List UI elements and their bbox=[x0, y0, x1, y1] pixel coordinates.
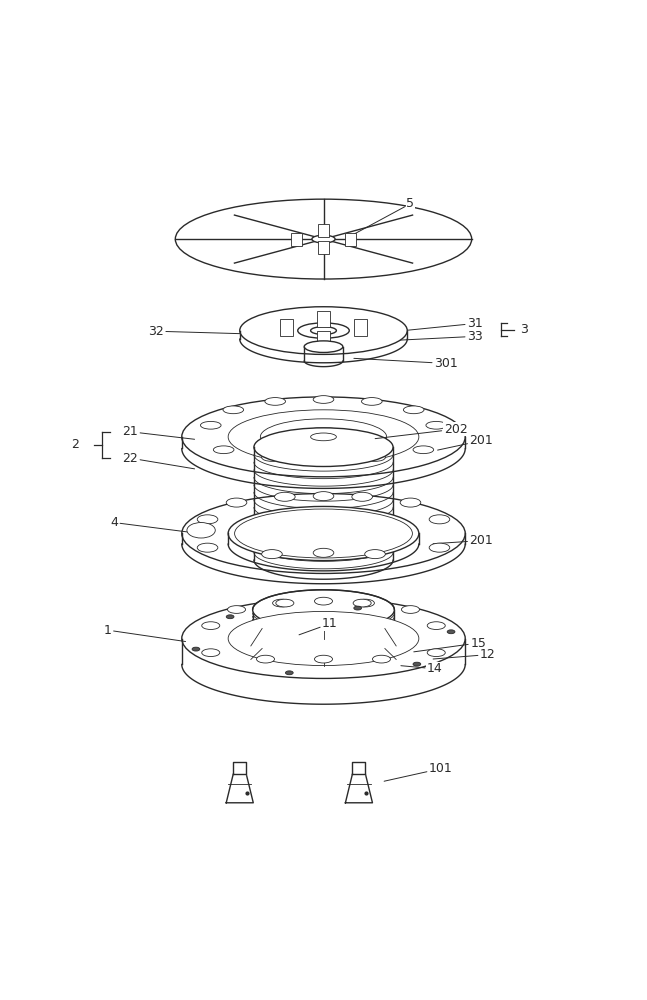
Ellipse shape bbox=[353, 599, 371, 607]
Ellipse shape bbox=[403, 406, 424, 414]
Bar bbox=[318, 224, 329, 237]
Polygon shape bbox=[226, 774, 253, 803]
Text: 12: 12 bbox=[433, 648, 496, 661]
Ellipse shape bbox=[354, 606, 362, 610]
Ellipse shape bbox=[429, 515, 450, 524]
Ellipse shape bbox=[260, 419, 387, 455]
Text: 21: 21 bbox=[122, 425, 195, 439]
Text: 33: 33 bbox=[399, 330, 483, 343]
Ellipse shape bbox=[226, 615, 234, 619]
Ellipse shape bbox=[313, 548, 334, 557]
Ellipse shape bbox=[313, 492, 334, 501]
Ellipse shape bbox=[261, 550, 282, 559]
Text: 202: 202 bbox=[375, 423, 467, 439]
Text: 201: 201 bbox=[437, 434, 493, 450]
Ellipse shape bbox=[201, 421, 221, 429]
Ellipse shape bbox=[362, 398, 382, 405]
Ellipse shape bbox=[304, 341, 343, 352]
Ellipse shape bbox=[274, 492, 295, 501]
Ellipse shape bbox=[187, 523, 215, 538]
Ellipse shape bbox=[298, 323, 349, 338]
Ellipse shape bbox=[192, 647, 200, 651]
Ellipse shape bbox=[413, 662, 421, 666]
Ellipse shape bbox=[356, 599, 375, 607]
Ellipse shape bbox=[352, 492, 373, 501]
Ellipse shape bbox=[365, 550, 386, 559]
Ellipse shape bbox=[413, 446, 433, 454]
Text: 14: 14 bbox=[401, 662, 443, 675]
Ellipse shape bbox=[252, 590, 395, 630]
Ellipse shape bbox=[314, 597, 333, 605]
Ellipse shape bbox=[252, 619, 395, 658]
Ellipse shape bbox=[240, 307, 407, 354]
Ellipse shape bbox=[223, 406, 244, 414]
Ellipse shape bbox=[313, 456, 334, 463]
Text: 22: 22 bbox=[122, 452, 195, 469]
Ellipse shape bbox=[235, 509, 412, 558]
Text: 201: 201 bbox=[433, 534, 493, 547]
Ellipse shape bbox=[254, 428, 393, 467]
Ellipse shape bbox=[202, 649, 220, 657]
Ellipse shape bbox=[400, 498, 421, 507]
Polygon shape bbox=[345, 774, 373, 803]
Text: 15: 15 bbox=[414, 637, 486, 652]
Ellipse shape bbox=[426, 421, 446, 429]
Text: 5: 5 bbox=[347, 197, 415, 238]
Ellipse shape bbox=[429, 543, 450, 552]
Ellipse shape bbox=[228, 506, 419, 561]
Ellipse shape bbox=[285, 671, 293, 675]
Ellipse shape bbox=[228, 606, 246, 613]
Bar bbox=[317, 311, 330, 327]
Ellipse shape bbox=[311, 433, 336, 441]
Ellipse shape bbox=[276, 599, 294, 607]
Bar bbox=[318, 241, 329, 254]
Ellipse shape bbox=[182, 599, 465, 678]
Ellipse shape bbox=[197, 515, 218, 524]
Text: 101: 101 bbox=[384, 762, 453, 781]
Ellipse shape bbox=[256, 655, 274, 663]
Bar bbox=[345, 233, 356, 246]
Bar bbox=[355, 319, 367, 336]
Ellipse shape bbox=[314, 655, 333, 663]
Ellipse shape bbox=[197, 543, 218, 552]
Text: 1: 1 bbox=[104, 624, 186, 642]
Ellipse shape bbox=[228, 410, 419, 464]
Text: 31: 31 bbox=[399, 317, 483, 331]
Text: 32: 32 bbox=[148, 325, 243, 338]
Ellipse shape bbox=[265, 398, 285, 405]
Ellipse shape bbox=[202, 622, 220, 629]
Text: 4: 4 bbox=[110, 516, 188, 532]
Ellipse shape bbox=[182, 397, 465, 477]
Ellipse shape bbox=[292, 428, 355, 446]
Ellipse shape bbox=[447, 630, 455, 634]
Bar bbox=[317, 331, 330, 343]
Polygon shape bbox=[234, 762, 247, 774]
Ellipse shape bbox=[427, 649, 445, 657]
Ellipse shape bbox=[401, 606, 419, 613]
Bar bbox=[280, 319, 292, 336]
Text: 301: 301 bbox=[354, 357, 458, 370]
Ellipse shape bbox=[313, 396, 334, 403]
Ellipse shape bbox=[312, 235, 335, 243]
Ellipse shape bbox=[272, 599, 291, 607]
Ellipse shape bbox=[182, 494, 465, 573]
Ellipse shape bbox=[373, 655, 391, 663]
Ellipse shape bbox=[228, 611, 419, 666]
Polygon shape bbox=[353, 762, 366, 774]
Ellipse shape bbox=[311, 327, 336, 334]
Ellipse shape bbox=[226, 498, 247, 507]
Text: 3: 3 bbox=[520, 323, 528, 336]
Ellipse shape bbox=[175, 199, 472, 279]
Bar bbox=[291, 233, 302, 246]
Ellipse shape bbox=[214, 446, 234, 454]
Text: 2: 2 bbox=[71, 438, 79, 451]
Ellipse shape bbox=[427, 622, 445, 629]
Ellipse shape bbox=[261, 454, 282, 461]
Text: 11: 11 bbox=[299, 617, 338, 635]
Ellipse shape bbox=[365, 454, 386, 461]
